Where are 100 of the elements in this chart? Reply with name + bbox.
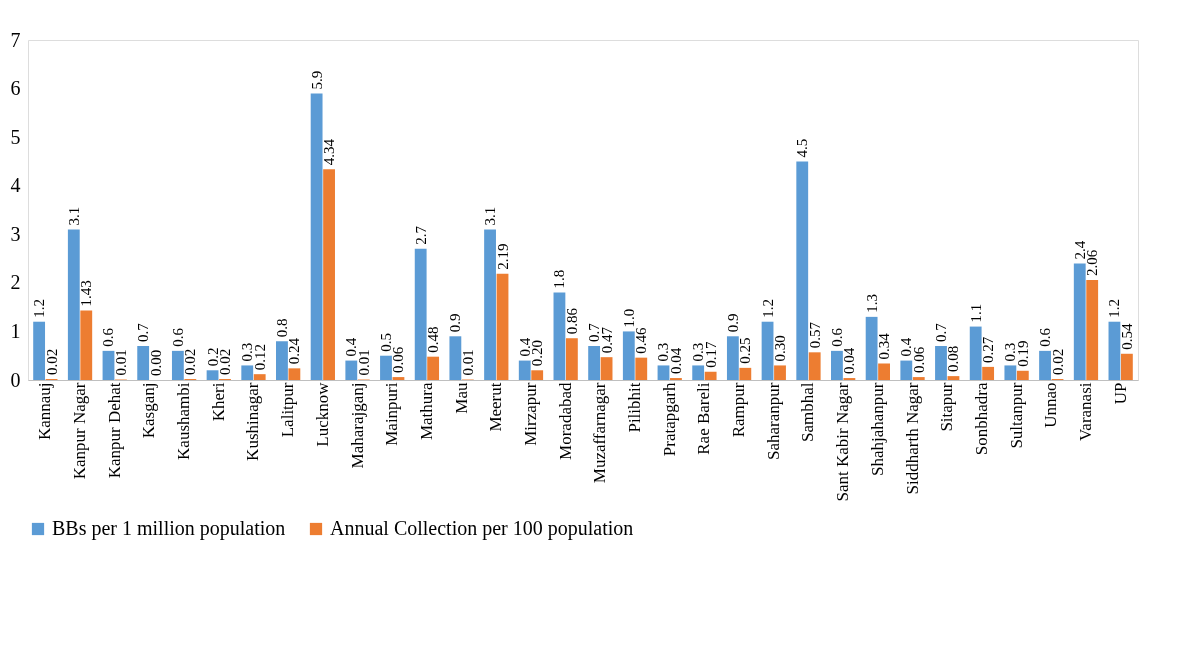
bar (323, 169, 335, 380)
x-tick-label: Kaushambi (174, 382, 194, 460)
data-label: 0.6 (828, 327, 845, 347)
bar (553, 292, 566, 380)
bar (808, 352, 821, 380)
bar (1073, 263, 1086, 380)
bar (1004, 365, 1017, 380)
data-label: 5.9 (308, 70, 325, 90)
bar (1108, 321, 1121, 380)
bar (414, 248, 427, 380)
legend-label: BBs per 1 million population (52, 517, 286, 540)
x-tick-label: Sant Kabir Nagar (833, 382, 853, 502)
data-label: 3.1 (482, 206, 499, 226)
bar (137, 346, 150, 380)
bar (588, 346, 601, 380)
data-label: 0.02 (43, 348, 60, 376)
x-tick-label: Mau (451, 382, 471, 414)
x-tick-label: Moradabad (555, 382, 575, 460)
x-tick-label: Maharajganj (347, 382, 367, 469)
bar (878, 363, 890, 380)
bar (102, 350, 115, 380)
data-label: 0.48 (425, 326, 442, 353)
bar (253, 374, 266, 380)
y-tick-label: 6 (10, 77, 21, 100)
x-tick-label: Lucknow (312, 381, 332, 447)
y-tick-label: 3 (10, 222, 21, 245)
data-label: 0.02 (1049, 348, 1066, 376)
bar (739, 367, 752, 380)
x-tick-label: Kheri (208, 382, 228, 422)
bar (241, 365, 254, 380)
x-tick-label: Lalitpur (278, 382, 298, 438)
bar (982, 366, 995, 380)
bar (565, 338, 578, 380)
bar (935, 346, 947, 380)
bar (865, 316, 878, 380)
y-tick-label: 2 (10, 271, 21, 294)
data-label: 4.34 (321, 138, 338, 166)
data-label: 1.1 (967, 303, 984, 323)
bar (622, 331, 635, 380)
x-tick-label: Mirzapur (520, 382, 540, 446)
x-tick-label: Pratapgarh (659, 382, 679, 457)
data-label: 1.8 (551, 269, 568, 289)
x-tick-label: Kanpur Dehat (104, 382, 124, 479)
data-label: 0.86 (563, 307, 580, 335)
data-label: 1.0 (620, 308, 637, 328)
x-tick-label: Unnao (1041, 382, 1061, 428)
data-label: 0.02 (182, 348, 199, 376)
x-tick-label: Muzaffarnagar (590, 382, 610, 484)
data-label: 0.46 (633, 326, 650, 354)
y-tick-label: 1 (10, 319, 21, 342)
legend-label: Annual Collection per 100 population (330, 517, 634, 540)
data-label: 0.9 (724, 313, 741, 333)
bar (704, 371, 717, 380)
data-label: 0.24 (286, 337, 303, 365)
data-label: 0.01 (112, 349, 129, 376)
data-label: 3.1 (65, 206, 82, 226)
bar (288, 368, 301, 380)
x-tick-label: Kanpur Nagar (70, 382, 90, 480)
data-label: 1.2 (31, 298, 48, 318)
y-tick-label: 0 (10, 368, 21, 391)
y-tick-label: 4 (10, 174, 21, 197)
bar (761, 321, 774, 380)
bar (496, 273, 509, 380)
bar (1086, 279, 1099, 380)
bar (67, 229, 80, 380)
bar (600, 357, 613, 380)
x-tick-label: Sonbhadra (971, 382, 991, 456)
bar (796, 161, 809, 380)
bar (392, 377, 405, 380)
bar (206, 370, 219, 380)
bar (1039, 350, 1051, 380)
data-label: 0.08 (945, 345, 962, 373)
data-label: 0.27 (980, 336, 997, 363)
data-label: 0.9 (447, 313, 464, 333)
bar (657, 365, 670, 380)
x-tick-label: Kushinagar (243, 382, 263, 461)
bar (1016, 370, 1029, 380)
x-tick-label: Saharanpur (763, 382, 783, 460)
x-tick-label: Pilibhit (625, 382, 645, 433)
bar (531, 370, 544, 380)
data-label: 2.19 (494, 243, 511, 270)
bar (518, 360, 531, 380)
bar (692, 365, 705, 380)
bar (171, 350, 184, 380)
bar (380, 355, 392, 380)
x-tick-label: Sambhal (798, 382, 818, 442)
bar (345, 360, 358, 380)
bar (484, 229, 496, 380)
bar (969, 326, 982, 380)
x-tick-label: Rae Bareli (694, 382, 714, 455)
bar (900, 360, 913, 380)
data-label: 0.57 (806, 321, 823, 349)
bar (1120, 353, 1133, 380)
bar (635, 357, 648, 380)
x-tick-label: Shahjahanpur (867, 382, 887, 476)
data-label: 0.04 (841, 347, 858, 375)
bar (80, 310, 93, 380)
data-label: 1.3 (863, 294, 880, 313)
bar (831, 350, 843, 380)
y-tick-label: 5 (10, 125, 21, 148)
